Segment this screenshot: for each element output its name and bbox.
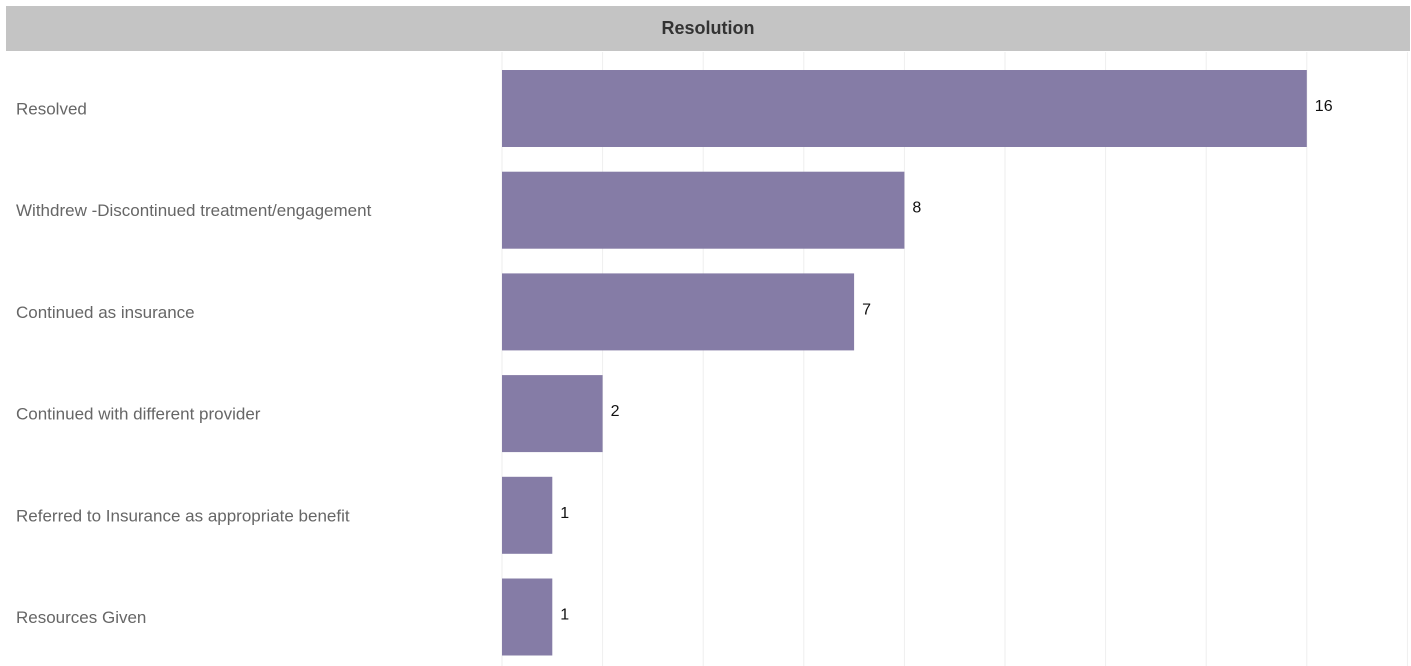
value-label: 7 — [862, 301, 871, 318]
category-label: Withdrew -Discontinued treatment/engagem… — [16, 201, 372, 220]
grid-lines — [501, 52, 1408, 666]
bar — [502, 578, 553, 656]
category-label: Referred to Insurance as appropriate ben… — [16, 506, 350, 525]
bars — [502, 70, 1307, 656]
category-label: Resources Given — [16, 608, 146, 627]
bar — [502, 70, 1307, 147]
value-label: 1 — [560, 505, 569, 522]
value-label: 8 — [912, 200, 921, 217]
bar — [502, 171, 905, 249]
category-label: Continued with different provider — [16, 405, 261, 424]
bar — [502, 273, 855, 351]
value-label: 1 — [560, 607, 569, 624]
value-label: 16 — [1315, 98, 1333, 115]
value-label: 2 — [611, 403, 620, 420]
category-labels: Resolved Withdrew -Discontinued treatment… — [16, 100, 372, 628]
category-label: Continued as insurance — [16, 303, 195, 322]
value-labels: 16 8 7 2 1 1 — [560, 98, 1332, 624]
category-label: Resolved — [16, 100, 87, 119]
bar — [502, 476, 553, 554]
bar — [502, 375, 603, 453]
chart-header: Resolution — [6, 6, 1410, 51]
chart-title: Resolution — [661, 18, 755, 38]
